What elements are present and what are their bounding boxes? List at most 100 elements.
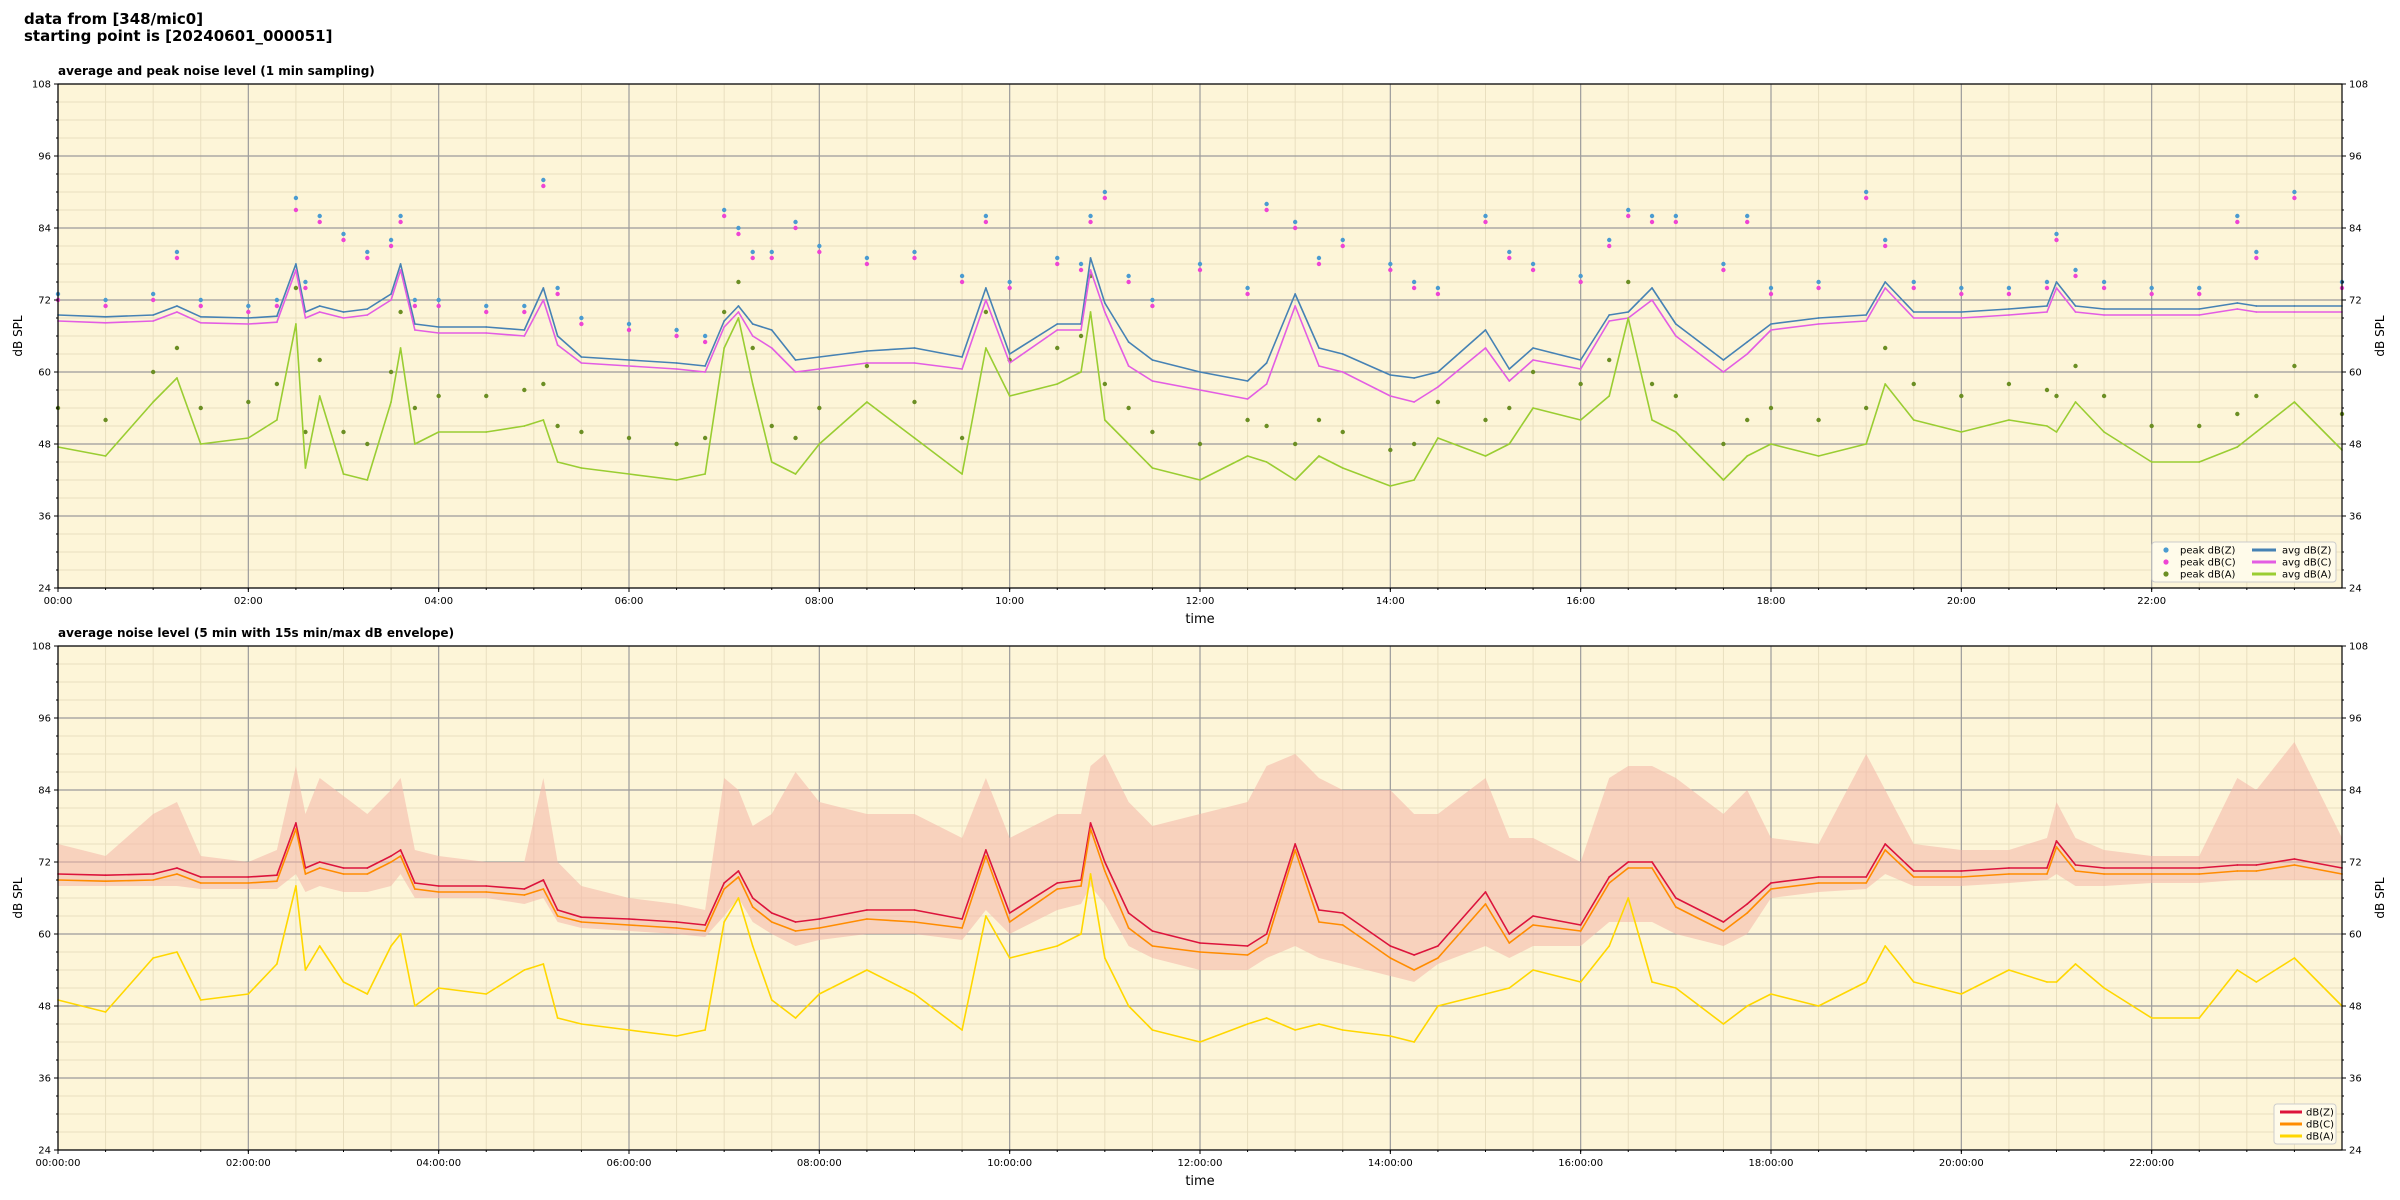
data-point [2149,291,2154,297]
series-vertex [675,368,678,370]
data-point [1863,405,1869,411]
series-vertex [675,927,678,929]
data-point [1721,261,1726,267]
data-point [293,207,299,213]
series-vertex [1127,1005,1130,1007]
series-vertex [1389,485,1392,487]
x-tick-label: 08:00 [805,596,834,607]
series-vertex [961,356,963,358]
series-vertex [1508,933,1511,935]
data-point [1340,243,1345,249]
series-vertex [628,365,630,367]
series-vertex [1770,882,1772,884]
series-vertex [1294,849,1297,851]
data-point [341,429,346,435]
series-vertex [984,915,987,917]
y-tick-label-right: 96 [2349,152,2362,163]
data-point [1055,345,1060,351]
series-vertex [1089,269,1092,271]
series-vertex [751,335,754,337]
series-vertex [176,867,178,869]
data-point [2197,423,2202,429]
series-vertex [390,855,392,857]
data-point [317,357,322,363]
data-point [864,255,870,261]
series-vertex [413,882,416,884]
data-point [274,303,280,309]
series-vertex [1413,401,1416,403]
series-vertex [1746,912,1749,914]
series-vertex [556,1017,559,1019]
series-vertex [1008,957,1011,959]
series-vertex [104,1011,107,1013]
series-vertex [1199,389,1201,391]
y-tick-label-right: 36 [2349,512,2362,523]
series-db-c- [57,828,2343,971]
series-vertex [1318,365,1320,367]
series-vertex [1817,317,1820,319]
data-point [2006,381,2012,387]
series-vertex [199,315,202,318]
data-point [2197,291,2202,297]
series-vertex [1722,479,1725,481]
series-vertex [2236,870,2239,872]
data-point [1411,285,1417,291]
series-vertex [1413,969,1416,971]
x-tick-label: 14:00:00 [1368,1158,1413,1169]
series-vertex [1627,867,1630,869]
data-point [1435,291,1441,297]
series-vertex [556,909,559,911]
series-vertex [2055,281,2058,283]
series-vertex [794,359,797,361]
series-vertex [366,873,369,875]
x-tick-label: 12:00:00 [1178,1158,1223,1169]
data-point [1745,417,1750,423]
series-vertex [318,945,321,947]
series-vertex [1265,1017,1268,1019]
x-tick-label: 22:00:00 [2129,1158,2174,1169]
y-tick-label-left: 84 [38,786,51,797]
series-vertex [2198,314,2201,316]
data-point [1507,255,1512,261]
series-vertex [1437,945,1439,947]
series-vertex [2236,446,2239,448]
series-avg-db-z- [57,257,2343,382]
series-vertex [1651,299,1653,301]
series-vertex [1413,479,1416,481]
data-point [1483,417,1488,423]
series-vertex [485,993,488,995]
series-vertex [723,921,726,923]
series-vertex [390,401,392,403]
series-vertex [1651,981,1653,983]
series-vertex [1912,981,1915,983]
series-vertex [961,473,963,475]
data-point [674,327,679,333]
legend-label: dB(Z) [2306,1108,2334,1119]
series-vertex [199,882,202,884]
series-vertex [1056,945,1059,947]
data-point [388,369,394,375]
series-vertex [2293,311,2296,313]
series-vertex [913,993,916,995]
data-point [303,429,308,435]
data-point [541,177,546,183]
series-vertex [1008,395,1011,397]
series-vertex [1265,942,1268,944]
series-vertex [2008,867,2010,869]
series-vertex [913,909,916,911]
data-point [1292,219,1298,225]
series-vertex [1817,455,1820,457]
data-point [750,255,755,261]
series-vertex [366,314,369,316]
data-point [1507,405,1512,411]
data-point [1126,273,1131,279]
data-point [817,405,822,411]
series-vertex [1246,954,1249,956]
series-vertex [176,305,178,307]
series-vertex [737,876,740,878]
data-point [2101,393,2107,399]
data-point [1607,243,1612,249]
series-vertex [628,918,630,920]
y-tick-label-left: 36 [38,512,51,523]
